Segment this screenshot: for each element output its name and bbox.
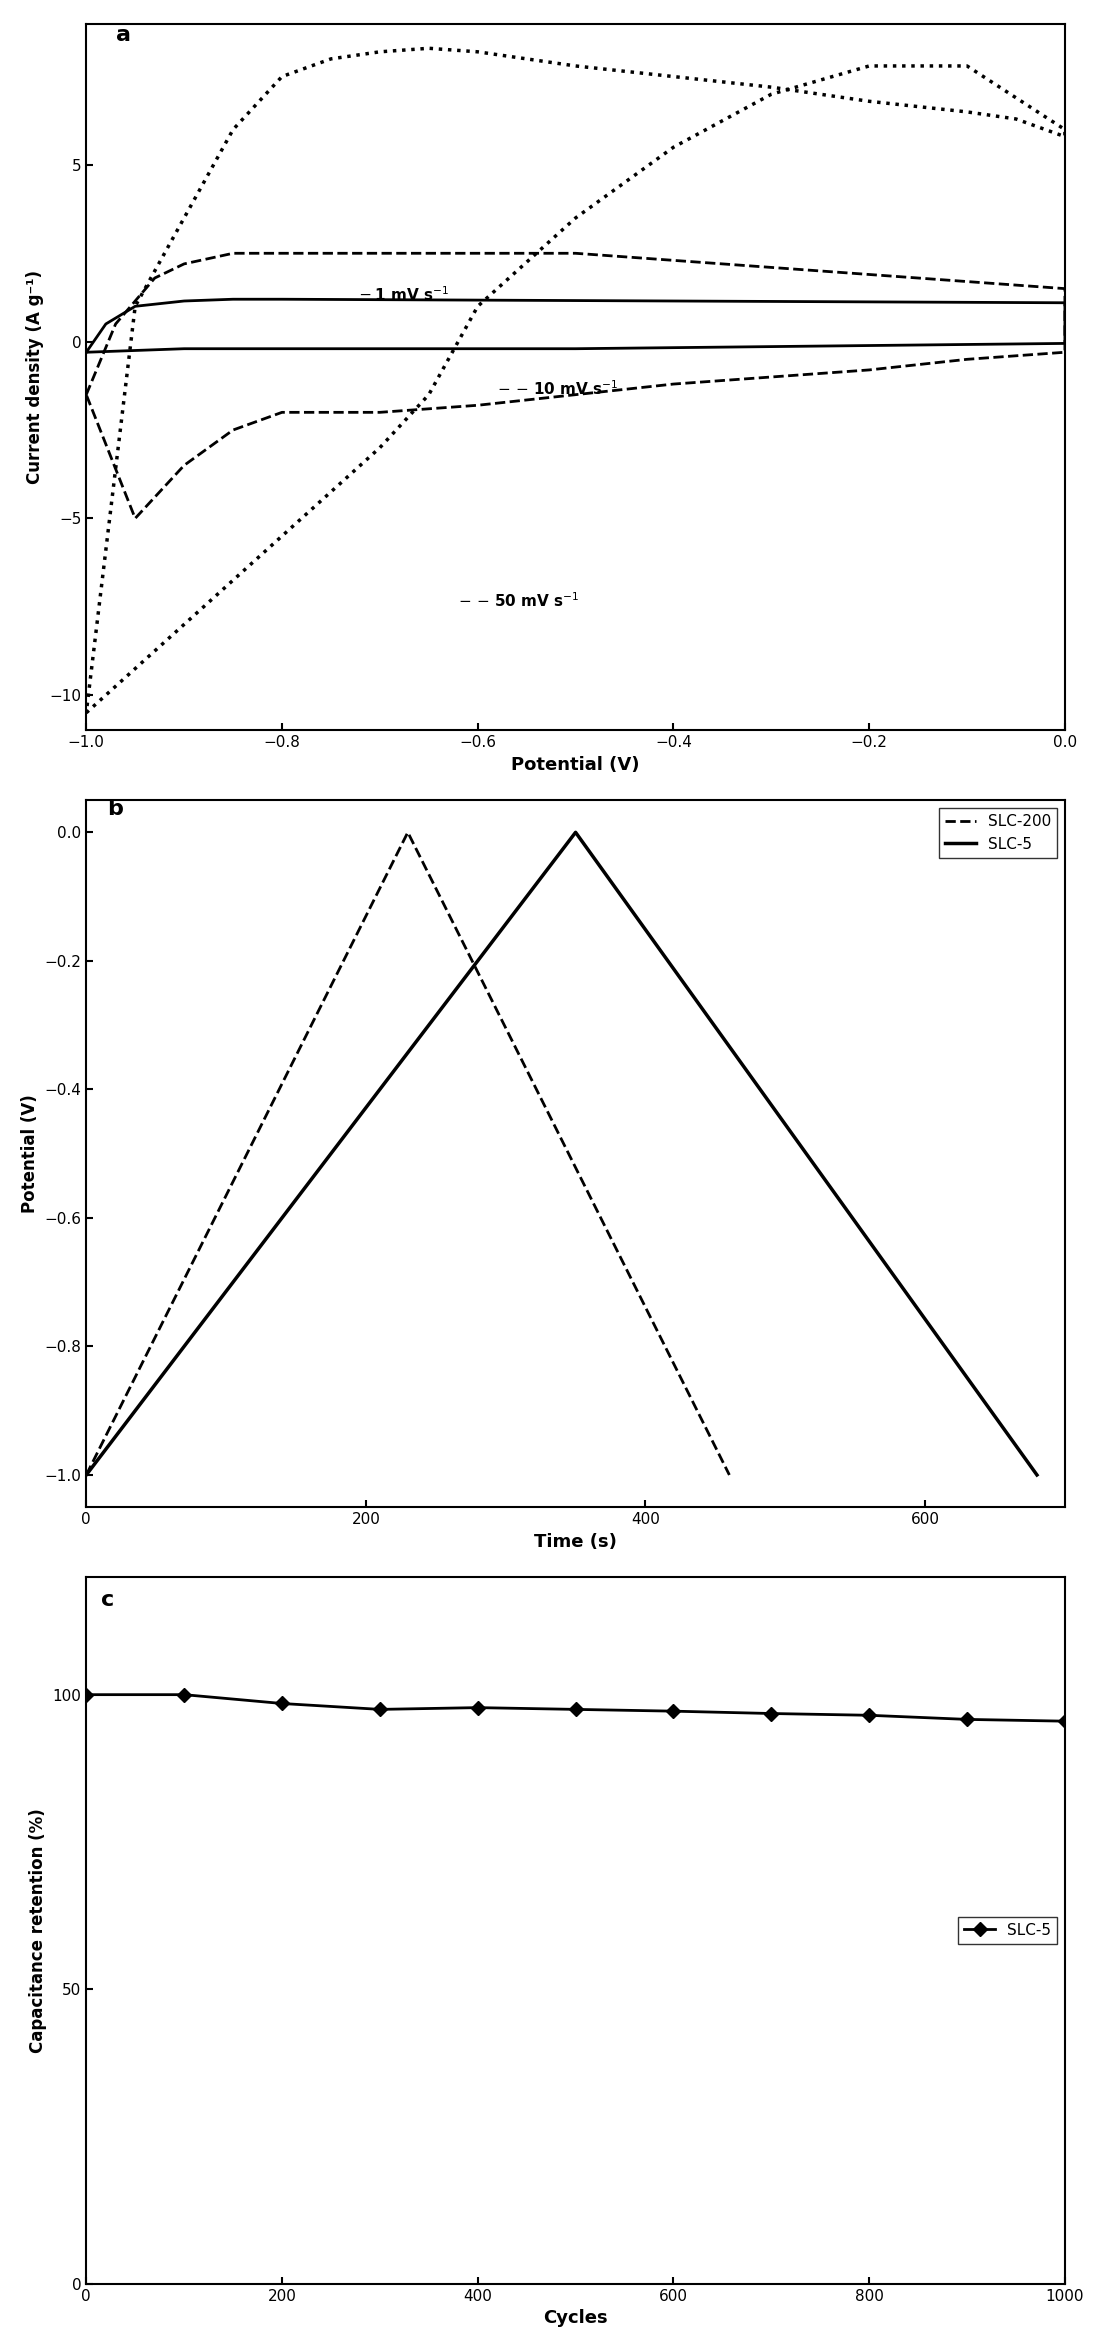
SLC-5 xyxy=(666,1698,680,1726)
SLC-5 xyxy=(373,1695,387,1723)
SLC-5 xyxy=(178,1681,191,1709)
SLC-5 xyxy=(960,1705,974,1733)
SLC-5 xyxy=(765,1700,778,1728)
SLC-5 xyxy=(275,1691,288,1719)
SLC-5 xyxy=(80,1460,93,1489)
X-axis label: Time (s): Time (s) xyxy=(534,1533,617,1550)
Text: $\mathbf{─}$ 1 mV s$^{-1}$: $\mathbf{─}$ 1 mV s$^{-1}$ xyxy=(360,286,450,303)
SLC-200 xyxy=(401,817,414,845)
Y-axis label: Current density (A g⁻¹): Current density (A g⁻¹) xyxy=(25,270,44,484)
X-axis label: Cycles: Cycles xyxy=(544,2308,608,2327)
Text: $-$ $-$ 50 mV s$^{-1}$: $-$ $-$ 50 mV s$^{-1}$ xyxy=(459,592,580,610)
SLC-5 xyxy=(569,817,582,845)
Text: a: a xyxy=(116,26,130,45)
Y-axis label: Potential (V): Potential (V) xyxy=(21,1094,39,1214)
SLC-5 xyxy=(80,1681,93,1709)
SLC-5 xyxy=(1059,1707,1072,1735)
Line: SLC-200: SLC-200 xyxy=(86,831,729,1475)
SLC-5 xyxy=(863,1702,876,1730)
Legend: SLC-200, SLC-5: SLC-200, SLC-5 xyxy=(939,808,1057,857)
Y-axis label: Capacitance retention (%): Capacitance retention (%) xyxy=(29,1808,46,2052)
SLC-5 xyxy=(471,1693,484,1721)
Text: $-$ $-$ 10 mV s$^{-1}$: $-$ $-$ 10 mV s$^{-1}$ xyxy=(497,378,619,397)
X-axis label: Potential (V): Potential (V) xyxy=(512,756,640,775)
SLC-200 xyxy=(80,1460,93,1489)
Text: b: b xyxy=(107,798,123,819)
SLC-200 xyxy=(723,1460,736,1489)
SLC-5 xyxy=(1030,1460,1043,1489)
Legend: SLC-5: SLC-5 xyxy=(958,1916,1057,1944)
Line: SLC-5: SLC-5 xyxy=(86,831,1036,1475)
Line: SLC-5: SLC-5 xyxy=(82,1691,1070,1726)
Text: c: c xyxy=(101,1590,114,1611)
SLC-5 xyxy=(569,1695,582,1723)
